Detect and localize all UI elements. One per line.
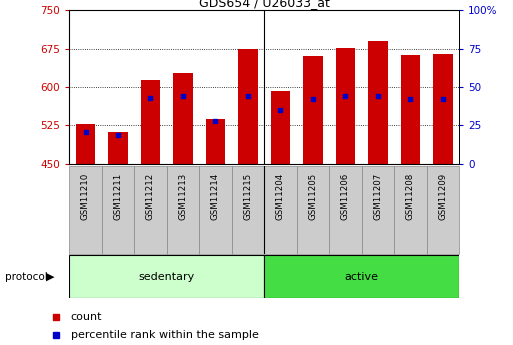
Bar: [173, 73, 193, 164]
Text: GSM11214: GSM11214: [211, 172, 220, 220]
Text: ▶: ▶: [46, 272, 54, 282]
Bar: [271, 91, 290, 164]
Bar: [76, 125, 95, 164]
Bar: [394, 166, 427, 254]
Bar: [238, 49, 258, 164]
Bar: [199, 166, 232, 254]
Text: GSM11208: GSM11208: [406, 172, 415, 220]
Bar: [134, 166, 167, 254]
Bar: [69, 166, 102, 254]
Bar: [336, 48, 355, 164]
Bar: [401, 55, 420, 164]
Bar: [264, 255, 459, 298]
Text: GSM11212: GSM11212: [146, 172, 155, 220]
Text: GSM11204: GSM11204: [276, 172, 285, 220]
Bar: [433, 54, 452, 164]
Text: sedentary: sedentary: [139, 272, 195, 282]
Text: GSM11205: GSM11205: [308, 172, 318, 220]
Title: GDS654 / U26033_at: GDS654 / U26033_at: [199, 0, 330, 9]
Bar: [102, 166, 134, 254]
Bar: [368, 41, 388, 164]
Bar: [427, 166, 459, 254]
Text: GSM11209: GSM11209: [439, 172, 447, 220]
Bar: [362, 166, 394, 254]
Bar: [108, 132, 128, 164]
Bar: [303, 57, 323, 164]
Text: count: count: [71, 312, 102, 322]
Bar: [69, 255, 264, 298]
Bar: [141, 80, 160, 164]
Text: GSM11211: GSM11211: [113, 172, 123, 220]
Text: GSM11213: GSM11213: [179, 172, 187, 220]
Text: GSM11215: GSM11215: [244, 172, 252, 220]
Text: GSM11210: GSM11210: [81, 172, 90, 220]
Text: protocol: protocol: [5, 272, 48, 282]
Bar: [232, 166, 264, 254]
Text: GSM11207: GSM11207: [373, 172, 382, 220]
Bar: [297, 166, 329, 254]
Bar: [329, 166, 362, 254]
Bar: [167, 166, 199, 254]
Text: percentile rank within the sample: percentile rank within the sample: [71, 330, 259, 339]
Text: active: active: [345, 272, 379, 282]
Text: GSM11206: GSM11206: [341, 172, 350, 220]
Bar: [206, 119, 225, 164]
Bar: [264, 166, 297, 254]
